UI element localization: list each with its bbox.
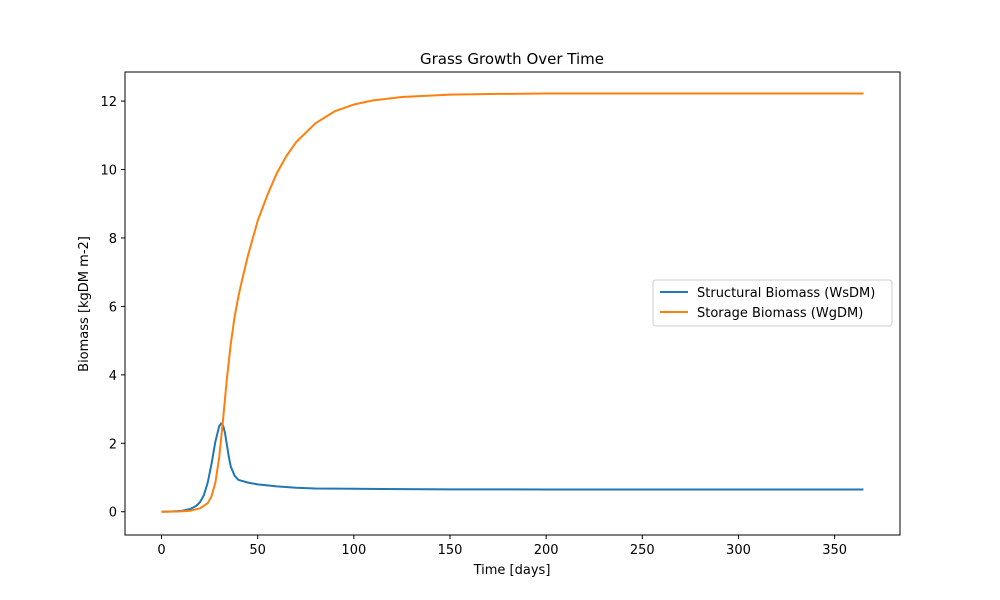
series-line-0 bbox=[161, 422, 864, 513]
legend-box bbox=[652, 279, 893, 327]
y-tick-label: 10 bbox=[100, 164, 117, 179]
y-axis-label: Biomass [kgDM m-2] bbox=[77, 236, 92, 372]
x-tick-label: 150 bbox=[438, 543, 463, 558]
x-tick-label: 350 bbox=[822, 543, 847, 558]
x-tick-label: 50 bbox=[249, 543, 266, 558]
plot-area-frame bbox=[124, 71, 901, 536]
x-axis-label: Time [days] bbox=[473, 563, 551, 578]
y-tick-label: 12 bbox=[100, 95, 117, 110]
chart-title: Grass Growth Over Time bbox=[420, 50, 604, 68]
y-tick-label: 2 bbox=[109, 437, 117, 452]
x-tick-label: 200 bbox=[534, 543, 559, 558]
y-tick-label: 8 bbox=[109, 232, 117, 247]
x-tick-label: 250 bbox=[630, 543, 655, 558]
x-tick-label: 300 bbox=[726, 543, 751, 558]
series-line-1 bbox=[161, 92, 864, 513]
x-axis-ticks: 0 50 100 150 200 250 300 350 bbox=[157, 535, 847, 558]
legend-label-storage: Storage Biomass (WgDM) bbox=[697, 306, 863, 321]
y-axis-ticks: 0 2 4 6 8 10 12 bbox=[100, 95, 125, 521]
series-lines bbox=[161, 92, 864, 513]
y-tick-label: 0 bbox=[109, 506, 117, 521]
y-tick-label: 6 bbox=[109, 300, 117, 315]
y-tick-label: 4 bbox=[109, 369, 117, 384]
legend: Structural Biomass (WsDM) Storage Biomas… bbox=[652, 279, 893, 327]
x-tick-label: 100 bbox=[341, 543, 366, 558]
legend-label-structural: Structural Biomass (WsDM) bbox=[697, 286, 875, 301]
x-tick-label: 0 bbox=[157, 543, 165, 558]
